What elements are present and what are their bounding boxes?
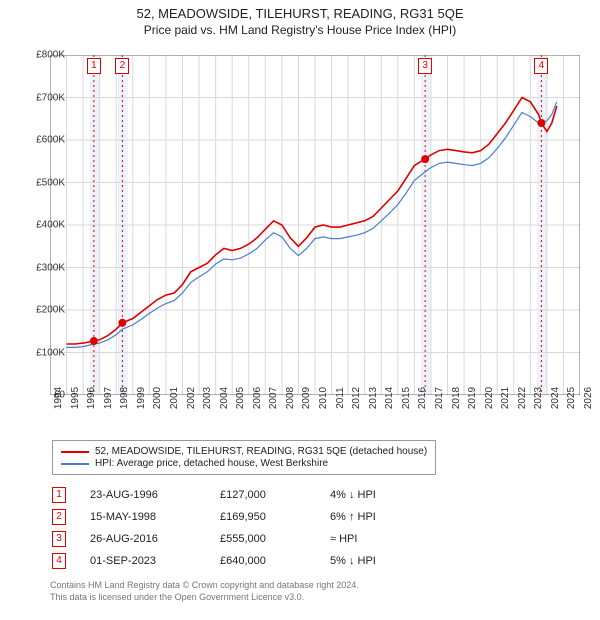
y-tick-label: £100K: [15, 347, 65, 358]
transaction-price: £555,000: [220, 533, 330, 545]
legend-label: HPI: Average price, detached house, West…: [95, 458, 328, 469]
transaction-index-box: 1: [52, 487, 66, 503]
footer-line2: This data is licensed under the Open Gov…: [50, 592, 359, 604]
x-tick-label: 2012: [351, 387, 362, 409]
transaction-date: 23-AUG-1996: [90, 489, 220, 501]
sale-marker-label: 4: [534, 58, 548, 74]
transaction-date: 01-SEP-2023: [90, 555, 220, 567]
transaction-price: £127,000: [220, 489, 330, 501]
transaction-index-box: 3: [52, 531, 66, 547]
y-tick-label: £800K: [15, 50, 65, 61]
x-tick-label: 2016: [417, 387, 428, 409]
legend-item: 52, MEADOWSIDE, TILEHURST, READING, RG31…: [61, 446, 427, 457]
x-tick-label: 2020: [484, 387, 495, 409]
y-tick-label: £300K: [15, 262, 65, 273]
x-tick-label: 2017: [434, 387, 445, 409]
transaction-row: 2 15-MAY-1998£169,9506% ↑ HPI: [52, 506, 430, 528]
chart-svg: [50, 55, 580, 395]
x-tick-label: 2003: [202, 387, 213, 409]
title-sub: Price paid vs. HM Land Registry's House …: [0, 23, 600, 37]
transaction-hpi-delta: ≈ HPI: [330, 533, 430, 545]
transaction-date: 26-AUG-2016: [90, 533, 220, 545]
transaction-row: 1 23-AUG-1996£127,0004% ↓ HPI: [52, 484, 430, 506]
x-tick-label: 2007: [268, 387, 279, 409]
x-tick-label: 2004: [219, 387, 230, 409]
transaction-price: £169,950: [220, 511, 330, 523]
footer-attribution: Contains HM Land Registry data © Crown c…: [50, 580, 359, 603]
legend-item: HPI: Average price, detached house, West…: [61, 458, 427, 469]
x-tick-label: 1994: [53, 387, 64, 409]
y-tick-label: £200K: [15, 305, 65, 316]
x-tick-label: 2019: [467, 387, 478, 409]
x-tick-label: 2005: [235, 387, 246, 409]
x-tick-label: 2023: [533, 387, 544, 409]
legend-swatch: [61, 451, 89, 453]
x-tick-label: 1999: [136, 387, 147, 409]
transaction-index-box: 4: [52, 553, 66, 569]
x-tick-label: 2018: [451, 387, 462, 409]
x-tick-label: 2022: [517, 387, 528, 409]
legend-label: 52, MEADOWSIDE, TILEHURST, READING, RG31…: [95, 446, 427, 457]
transaction-hpi-delta: 4% ↓ HPI: [330, 489, 430, 501]
sale-marker-label: 3: [418, 58, 432, 74]
y-tick-label: £500K: [15, 177, 65, 188]
y-tick-label: £700K: [15, 92, 65, 103]
transaction-hpi-delta: 6% ↑ HPI: [330, 511, 430, 523]
x-tick-label: 2015: [401, 387, 412, 409]
legend-swatch: [61, 463, 89, 465]
transaction-row: 3 26-AUG-2016£555,000≈ HPI: [52, 528, 430, 550]
x-tick-label: 1997: [103, 387, 114, 409]
x-tick-label: 2008: [285, 387, 296, 409]
x-tick-label: 2025: [566, 387, 577, 409]
x-tick-label: 2026: [583, 387, 594, 409]
x-tick-label: 2014: [384, 387, 395, 409]
x-tick-label: 2000: [152, 387, 163, 409]
title-main: 52, MEADOWSIDE, TILEHURST, READING, RG31…: [0, 6, 600, 21]
chart-container: 52, MEADOWSIDE, TILEHURST, READING, RG31…: [0, 0, 600, 620]
y-tick-label: £600K: [15, 135, 65, 146]
x-tick-label: 2006: [252, 387, 263, 409]
x-tick-label: 2013: [368, 387, 379, 409]
x-tick-label: 1998: [119, 387, 130, 409]
transaction-date: 15-MAY-1998: [90, 511, 220, 523]
chart-plot-area: [50, 55, 580, 395]
transaction-price: £640,000: [220, 555, 330, 567]
y-tick-label: £400K: [15, 220, 65, 231]
sale-marker-label: 2: [115, 58, 129, 74]
transaction-row: 4 01-SEP-2023£640,0005% ↓ HPI: [52, 550, 430, 572]
legend: 52, MEADOWSIDE, TILEHURST, READING, RG31…: [52, 440, 436, 475]
transaction-index-box: 2: [52, 509, 66, 525]
x-tick-label: 2021: [500, 387, 511, 409]
footer-line1: Contains HM Land Registry data © Crown c…: [50, 580, 359, 592]
x-tick-label: 1996: [86, 387, 97, 409]
transaction-hpi-delta: 5% ↓ HPI: [330, 555, 430, 567]
sale-marker-label: 1: [87, 58, 101, 74]
x-tick-label: 2002: [186, 387, 197, 409]
x-tick-label: 2011: [335, 387, 346, 409]
x-tick-label: 1995: [70, 387, 81, 409]
x-tick-label: 2009: [301, 387, 312, 409]
x-tick-label: 2001: [169, 387, 180, 409]
x-tick-label: 2024: [550, 387, 561, 409]
title-block: 52, MEADOWSIDE, TILEHURST, READING, RG31…: [0, 0, 600, 37]
transactions-table: 1 23-AUG-1996£127,0004% ↓ HPI 2 15-MAY-1998…: [52, 484, 430, 572]
x-tick-label: 2010: [318, 387, 329, 409]
